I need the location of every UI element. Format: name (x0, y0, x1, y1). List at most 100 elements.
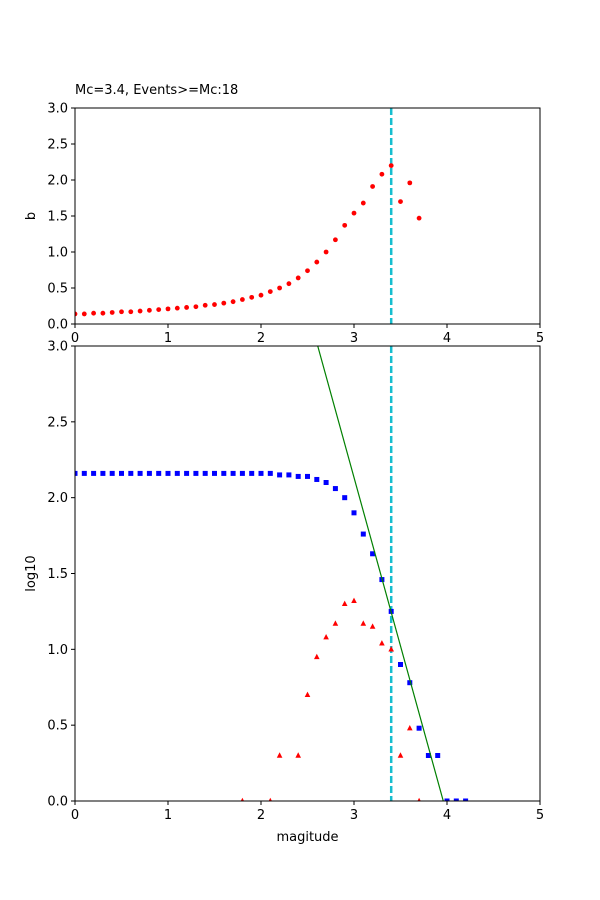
cumulative-count-point (137, 470, 143, 476)
b-value-point (91, 310, 96, 316)
plot-area (75, 346, 469, 801)
b-value-point (165, 306, 171, 312)
b-value-point (81, 311, 87, 317)
y-tick-label: 1.5 (47, 567, 68, 582)
cumulative-count-point (221, 470, 227, 476)
b-value-point (119, 309, 124, 315)
axes-frame (74, 345, 541, 802)
y-tick-label: 3.0 (47, 340, 68, 355)
b-value-point (147, 307, 152, 313)
cumulative-count-point (119, 470, 124, 476)
b-value-point (240, 297, 245, 302)
cumulative-count-point (370, 551, 376, 557)
x-tick-label: 0 (71, 808, 79, 823)
noncumulative-count-point (369, 623, 376, 629)
b-value-point (342, 222, 348, 228)
cumulative-count-point (193, 470, 199, 476)
y-tick-label: 2.0 (47, 491, 68, 506)
y-tick-label: 3.0 (47, 102, 68, 117)
cumulative-count-point (249, 470, 255, 476)
cumulative-count-point (286, 472, 292, 478)
noncumulative-count-point (379, 640, 385, 646)
b-value-point (174, 305, 180, 311)
cumulative-count-point (212, 470, 217, 476)
b-value-point (258, 292, 264, 298)
noncumulative-count-point (351, 597, 357, 603)
cumulative-count-point (81, 470, 87, 476)
cumulative-count-point (258, 470, 264, 476)
cumulative-count-point (425, 753, 431, 758)
cumulative-count-point (277, 472, 283, 478)
y-axis-label: log10 (24, 555, 39, 591)
cumulative-count-point (156, 470, 162, 476)
fit-line (317, 346, 444, 801)
noncumulative-count-point (295, 752, 301, 758)
noncumulative-count-point (268, 797, 272, 801)
b-value-point (295, 275, 301, 281)
cumulative-count-point (435, 753, 441, 758)
b-value-point (212, 302, 217, 307)
cumulative-count-point (407, 680, 413, 686)
cumulative-count-point (239, 470, 245, 476)
cumulative-count-point (463, 798, 469, 801)
b-value-point (323, 249, 329, 255)
cumulative-count-point (360, 531, 366, 537)
b-value-point (128, 309, 134, 315)
b-value-point (314, 259, 320, 265)
b-value-point (267, 289, 273, 294)
b-value-point (351, 210, 357, 216)
cumulative-count-point (416, 725, 422, 731)
cumulative-count-point (184, 470, 190, 476)
b-value-point (305, 268, 310, 274)
noncumulative-count-point (240, 797, 245, 801)
cumulative-count-point (146, 470, 152, 476)
x-tick-label: 1 (164, 331, 172, 346)
b-value-point (109, 310, 115, 315)
x-tick-label: 5 (536, 808, 544, 823)
cumulative-count-point (323, 480, 329, 485)
cumulative-count-point (75, 470, 78, 476)
cumulative-count-point (444, 798, 450, 801)
noncumulative-count-point (397, 752, 404, 758)
b-value-point (137, 308, 143, 314)
b-value-point (221, 300, 227, 306)
b-value-point (370, 184, 375, 189)
b-value-plot: 0 1 2 3 4 5 0.0 0.5 1.0 1.5 2.0 2.5 3.0 Mc=3.4, Event… (24, 83, 544, 346)
cumulative-count-point (230, 470, 236, 476)
noncumulative-count-point (304, 691, 311, 698)
b-value-point (277, 285, 282, 291)
cumulative-count-point (332, 486, 338, 492)
b-value-point (398, 199, 403, 205)
x-tick-label: 2 (257, 331, 265, 346)
frequency-magnitude-plot: 0 1 2 3 4 5 0.0 0.5 1.0 1.5 2.0 2.5 3.0 magitude log10 (24, 340, 544, 846)
y-tick-label: 1.5 (47, 210, 68, 225)
x-tick-label: 2 (257, 808, 265, 823)
noncumulative-count-point (323, 634, 329, 640)
b-value-point (100, 310, 106, 316)
b-value-point (286, 281, 292, 287)
cumulative-count-point (453, 798, 459, 801)
y-tick-label: 2.0 (47, 174, 68, 189)
cumulative-count-point (295, 473, 301, 479)
x-tick-label: 5 (536, 331, 544, 346)
b-value-point (184, 305, 190, 310)
cumulative-count-point (100, 470, 106, 476)
x-tick-label: 3 (350, 331, 358, 346)
x-tick-label: 4 (443, 331, 451, 346)
b-value-point (156, 307, 162, 312)
cumulative-count-point (202, 470, 208, 476)
cumulative-count-point (109, 470, 115, 476)
b-value-point (360, 200, 366, 206)
y-tick-label: 0.0 (47, 318, 68, 333)
cumulative-count-point (91, 470, 97, 476)
x-axis-label: magitude (276, 830, 338, 845)
b-value-point (379, 171, 385, 177)
y-axis-label: b (24, 212, 39, 220)
x-tick-label: 3 (350, 808, 358, 823)
y-tick-label: 0.5 (47, 282, 68, 297)
b-value-point (249, 294, 255, 300)
cumulative-count-point (342, 495, 348, 501)
cumulative-count-point (305, 473, 310, 479)
b-value-point (333, 237, 338, 243)
b-value-point (193, 304, 199, 310)
